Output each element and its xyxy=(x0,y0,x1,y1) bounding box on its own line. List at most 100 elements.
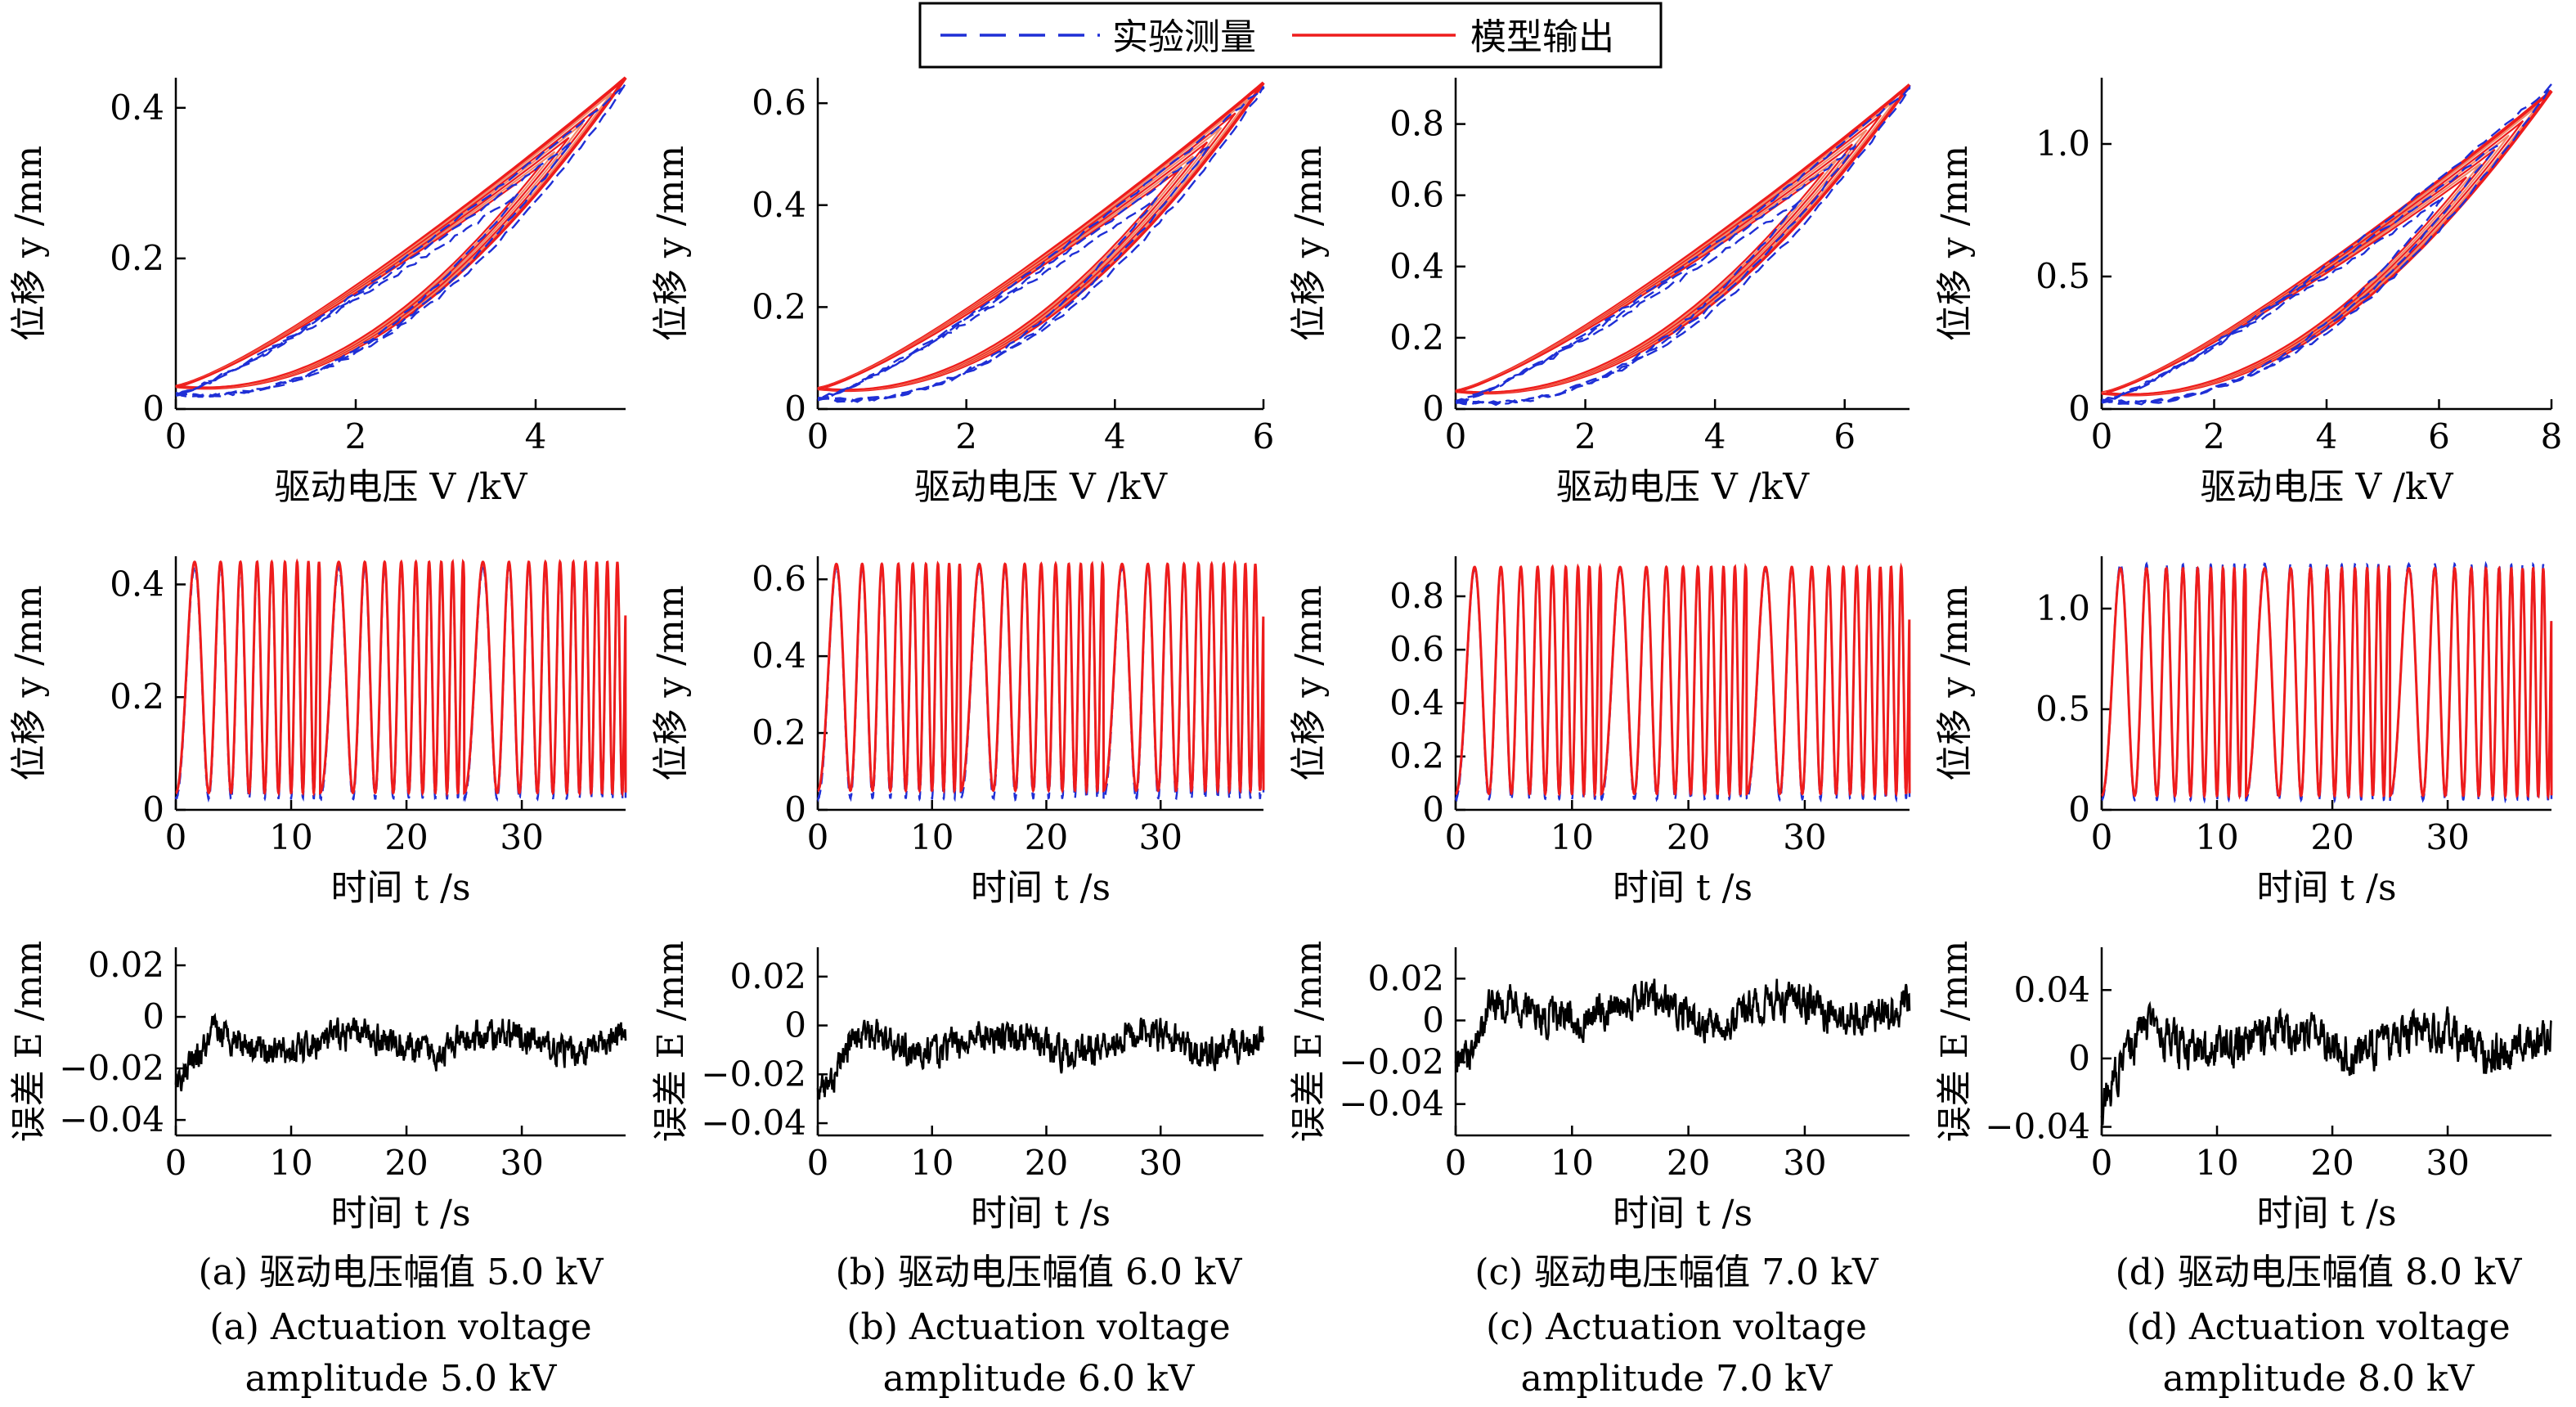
legend: 实验测量 模型输出 xyxy=(918,2,1663,69)
hyst-b-x-tick-label: 0 xyxy=(807,416,829,456)
disp-b-x-tick-label: 30 xyxy=(1139,817,1183,857)
panel-b-hysteresis: 0 2 4 6 0 0.2 0.4 0.6 驱动电压 V /kV 位移 y /mm xyxy=(650,78,1274,508)
err-d-y-tick-label: 0 xyxy=(2068,1038,2090,1078)
hyst-b-x-label: 驱动电压 V /kV xyxy=(914,466,1168,508)
hyst-a-model-loop xyxy=(175,76,627,390)
disp-a-x-tick-label: 30 xyxy=(500,817,543,857)
err-b-y-tick-label: 0 xyxy=(784,1005,806,1045)
hyst-c-model-loop xyxy=(1455,171,1824,393)
disp-c-y-tick-label: 0.2 xyxy=(1389,736,1444,776)
panel-c-hysteresis: 0 2 4 6 0 0.2 0.4 0.6 0.8 驱动电压 V /kV 位移 y /mm xyxy=(1288,78,1911,508)
disp-a-y-tick-label: 0.4 xyxy=(110,564,164,604)
hyst-b-x-tick-label: 2 xyxy=(955,416,977,456)
disp-b-x-tick-label: 10 xyxy=(910,817,954,857)
disp-c-x-label: 时间 t /s xyxy=(1613,867,1752,909)
hyst-d-y-tick-label: 0.5 xyxy=(2035,256,2090,296)
hyst-b-measured-loop xyxy=(817,196,1158,403)
disp-a-x-tick-label: 0 xyxy=(165,817,187,857)
disp-c-x-tick-label: 30 xyxy=(1783,817,1826,857)
err-d-x-tick-label: 0 xyxy=(2091,1143,2113,1183)
err-d-error-line xyxy=(2100,1000,2552,1126)
err-c-error-line xyxy=(1454,978,1911,1072)
hyst-b-y-tick-label: 0 xyxy=(784,389,806,429)
disp-a-x-label: 时间 t /s xyxy=(330,867,470,909)
err-c-x-tick-label: 20 xyxy=(1667,1143,1710,1183)
err-d-y-tick-label: 0.04 xyxy=(2013,969,2090,1009)
hyst-a-y-label: 位移 y /mm xyxy=(8,146,50,341)
caption-a: (a) 驱动电压幅值 5.0 kV (a) Actuation voltage … xyxy=(199,1252,604,1400)
hyst-a-x-tick-label: 2 xyxy=(345,416,367,456)
err-a-y-tick-label: 0 xyxy=(142,996,164,1036)
disp-c-y-tick-label: 0.4 xyxy=(1389,682,1444,722)
caption-c-en1: (c) Actuation voltage xyxy=(1486,1306,1867,1348)
hyst-b-measured-loop xyxy=(817,141,1211,403)
hyst-d-x-tick-label: 8 xyxy=(2541,416,2563,456)
disp-d-x-tick-label: 0 xyxy=(2091,817,2113,857)
err-c-y-label: 误差 E /mm xyxy=(1288,941,1330,1142)
hyst-a-y-tick-label: 0.2 xyxy=(110,238,164,278)
caption-c-en2: amplitude 7.0 kV xyxy=(1521,1358,1833,1400)
err-b-x-tick-label: 10 xyxy=(910,1143,954,1183)
hyst-d-x-tick-label: 0 xyxy=(2091,416,2113,456)
panel-d-displacement: 0 10 20 30 0 0.5 1.0 时间 t /s 位移 y /mm xyxy=(1934,556,2553,909)
panel-a-error: 0 10 20 30 0.02 0 −0.02 −0.04 时间 t /s 误差 E /mm xyxy=(8,941,627,1234)
disp-c-y-tick-label: 0.6 xyxy=(1389,629,1444,669)
hyst-c-model-loop xyxy=(1455,99,1896,394)
disp-d-x-label: 时间 t /s xyxy=(2256,867,2396,909)
disp-c-x-tick-label: 10 xyxy=(1551,817,1594,857)
hyst-d-y-tick-label: 1.0 xyxy=(2035,124,2090,164)
disp-d-y-tick-label: 0 xyxy=(2068,789,2090,829)
disp-a-y-label: 位移 y /mm xyxy=(8,585,50,780)
err-b-x-tick-label: 20 xyxy=(1025,1143,1068,1183)
panel-d-hysteresis: 0 2 4 6 8 0 0.5 1.0 驱动电压 V /kV 位移 y /mm xyxy=(1934,78,2562,508)
panel-a-hysteresis: 0 2 4 0 0.2 0.4 驱动电压 V /kV 位移 y /mm xyxy=(8,76,627,508)
hyst-a-y-tick-label: 0.4 xyxy=(110,88,164,128)
disp-a-x-tick-label: 20 xyxy=(384,817,428,857)
column-d: 0 2 4 6 8 0 0.5 1.0 驱动电压 V /kV 位移 y /mm 0 10 20 30 0 0.… xyxy=(1934,78,2562,1234)
hyst-c-x-tick-label: 6 xyxy=(1833,416,1856,456)
caption-b-en1: (b) Actuation voltage xyxy=(846,1306,1230,1348)
err-c-y-tick-label: 0 xyxy=(1422,1000,1444,1040)
err-c-y-tick-label: −0.04 xyxy=(1339,1084,1444,1124)
disp-c-x-tick-label: 20 xyxy=(1667,817,1710,857)
err-b-x-tick-label: 30 xyxy=(1139,1143,1183,1183)
hyst-d-y-label: 位移 y /mm xyxy=(1934,146,1976,341)
caption-c: (c) 驱动电压幅值 7.0 kV (c) Actuation voltage … xyxy=(1474,1252,1879,1400)
disp-b-y-tick-label: 0.2 xyxy=(752,712,806,753)
hyst-b-x-tick-label: 6 xyxy=(1253,416,1275,456)
err-c-x-tick-label: 10 xyxy=(1551,1143,1594,1183)
disp-d-y-tick-label: 0.5 xyxy=(2035,689,2090,729)
caption-c-zh: (c) 驱动电压幅值 7.0 kV xyxy=(1474,1252,1879,1293)
hyst-a-model-loop xyxy=(175,107,599,389)
hyst-c-x-label: 驱动电压 V /kV xyxy=(1556,466,1810,508)
err-b-y-label: 误差 E /mm xyxy=(650,941,692,1142)
err-b-x-label: 时间 t /s xyxy=(971,1193,1111,1234)
hyst-c-model-loop xyxy=(1455,114,1882,394)
hyst-c-measured-loop xyxy=(1455,85,1911,406)
caption-b: (b) 驱动电压幅值 6.0 kV (b) Actuation voltage … xyxy=(836,1252,1243,1400)
hyst-d-y-tick-label: 0 xyxy=(2068,389,2090,429)
hyst-a-y-tick-label: 0 xyxy=(142,389,164,429)
hyst-c-y-tick-label: 0.4 xyxy=(1389,246,1444,286)
err-d-x-tick-label: 10 xyxy=(2195,1143,2238,1183)
hyst-d-x-tick-label: 2 xyxy=(2203,416,2225,456)
hyst-c-x-tick-label: 4 xyxy=(1704,416,1726,456)
disp-c-y-tick-label: 0 xyxy=(1422,789,1444,829)
hyst-b-model-loop xyxy=(817,97,1250,392)
hyst-b-model-loop xyxy=(817,81,1265,393)
hyst-c-y-label: 位移 y /mm xyxy=(1288,146,1330,341)
disp-d-x-tick-label: 30 xyxy=(2426,817,2469,857)
hyst-d-measured-loop xyxy=(2101,144,2498,405)
err-b-y-tick-label: 0.02 xyxy=(729,956,806,996)
err-c-x-tick-label: 30 xyxy=(1783,1143,1826,1183)
err-c-y-tick-label: −0.02 xyxy=(1339,1042,1444,1082)
err-d-y-tick-label: −0.04 xyxy=(1985,1107,2090,1147)
caption-d: (d) 驱动电压幅值 8.0 kV (d) Actuation voltage … xyxy=(2116,1252,2523,1400)
hyst-a-model-loop xyxy=(175,92,613,389)
err-b-error-line xyxy=(816,1018,1265,1100)
disp-a-x-tick-label: 10 xyxy=(269,817,312,857)
disp-d-y-tick-label: 1.0 xyxy=(2035,588,2090,628)
err-b-y-tick-label: −0.04 xyxy=(701,1103,806,1143)
